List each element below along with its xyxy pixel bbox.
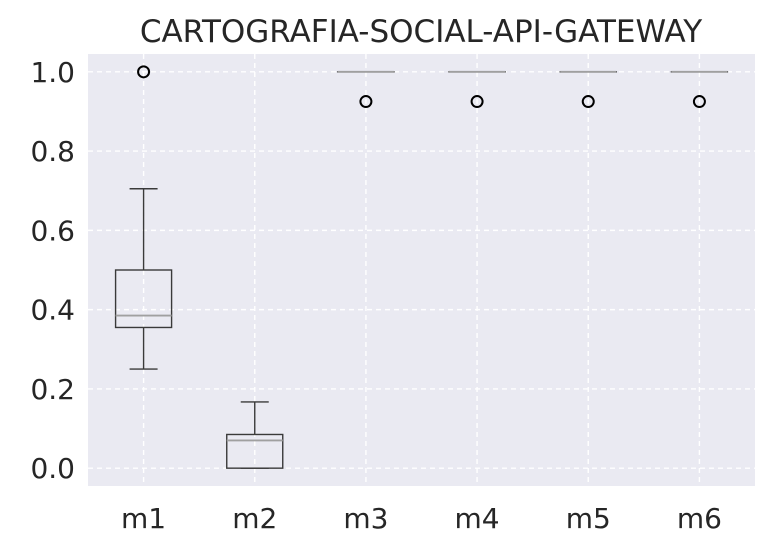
outlier-point (137, 65, 151, 79)
box-body (114, 269, 173, 329)
plot-area (88, 54, 755, 486)
y-tick-label: 0.0 (30, 452, 75, 485)
x-tick-label: m6 (677, 502, 722, 535)
x-tick-label: m4 (455, 502, 500, 535)
chart-title: CARTOGRAFIA-SOCIAL-API-GATEWAY (140, 14, 702, 50)
y-tick-label: 1.0 (30, 56, 75, 89)
y-tick-label: 0.8 (30, 135, 75, 168)
box-m3 (337, 70, 395, 109)
box-m6 (670, 70, 729, 109)
x-tick-label: m2 (232, 502, 277, 535)
x-tick-label: m3 (343, 502, 388, 535)
x-tick-label: m5 (566, 502, 611, 535)
box-m4 (448, 70, 506, 109)
box-m2 (226, 401, 284, 469)
y-tick-label: 0.2 (30, 373, 75, 406)
boxes (114, 65, 729, 469)
box-m1 (114, 65, 173, 370)
box-body (226, 433, 284, 469)
y-tick-label: 0.6 (30, 214, 75, 247)
y-axis-ticks: 0.0 0.2 0.4 0.6 0.8 1.0 (30, 56, 75, 485)
outlier-point (692, 95, 706, 109)
y-tick-label: 0.4 (30, 294, 75, 327)
x-axis-ticks: m1 m2 m3 m4 m5 m6 (121, 502, 722, 535)
box-m5 (559, 70, 617, 109)
outlier-point (359, 95, 373, 109)
outlier-point (470, 95, 484, 109)
x-tick-label: m1 (121, 502, 166, 535)
outlier-point (581, 95, 595, 109)
